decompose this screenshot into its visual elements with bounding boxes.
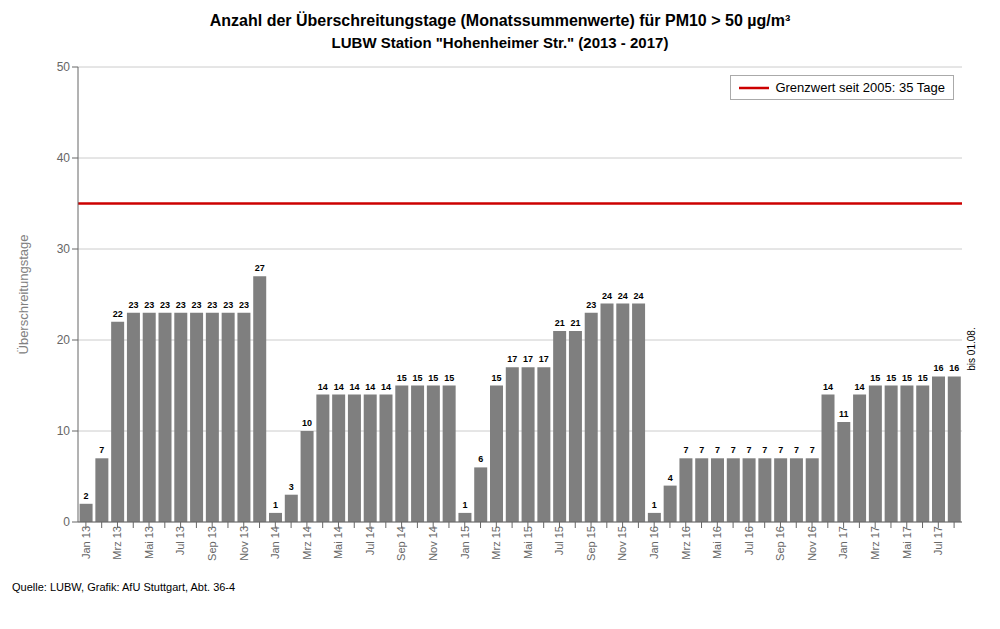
svg-text:24: 24 — [634, 291, 644, 301]
html-text:Grenzwert seit 2005: 35 Tage: Grenzwert seit 2005: 35 Tage — [775, 80, 945, 95]
svg-text:15: 15 — [870, 373, 880, 383]
svg-text:Mrz 13: Mrz 13 — [111, 526, 123, 560]
html-text:Anzahl der Überschreitungstage: Anzahl der Überschreitungstage (Monatssu… — [209, 12, 791, 29]
svg-text:15: 15 — [491, 373, 501, 383]
svg-text:23: 23 — [586, 300, 596, 310]
svg-text:23: 23 — [144, 300, 154, 310]
svg-text:23: 23 — [176, 300, 186, 310]
svg-text:Sep 14: Sep 14 — [395, 526, 407, 561]
svg-text:17: 17 — [539, 354, 549, 364]
svg-text:Mai 15: Mai 15 — [522, 526, 534, 559]
svg-text:23: 23 — [160, 300, 170, 310]
svg-text:15: 15 — [413, 373, 423, 383]
svg-text:30: 30 — [57, 242, 71, 256]
svg-text:24: 24 — [618, 291, 628, 301]
svg-text:22: 22 — [113, 309, 123, 319]
svg-text:Jul 14: Jul 14 — [364, 526, 376, 555]
svg-text:Nov 13: Nov 13 — [238, 526, 250, 561]
svg-text:21: 21 — [555, 318, 565, 328]
svg-text:0: 0 — [63, 515, 70, 529]
svg-text:10: 10 — [57, 424, 71, 438]
svg-text:7: 7 — [762, 445, 767, 455]
svg-text:15: 15 — [444, 373, 454, 383]
svg-text:7: 7 — [747, 445, 752, 455]
html-text:LUBW Station "Hohenheimer Str.: LUBW Station "Hohenheimer Str." (2013 - … — [331, 34, 669, 51]
svg-text:23: 23 — [192, 300, 202, 310]
svg-text:14: 14 — [855, 382, 865, 392]
svg-text:23: 23 — [239, 300, 249, 310]
svg-text:14: 14 — [349, 382, 359, 392]
svg-text:40: 40 — [57, 151, 71, 165]
svg-text:24: 24 — [602, 291, 612, 301]
svg-text:7: 7 — [810, 445, 815, 455]
svg-text:Jul 15: Jul 15 — [553, 526, 565, 555]
svg-text:Jul 13: Jul 13 — [174, 526, 186, 555]
svg-text:Jan 15: Jan 15 — [459, 526, 471, 559]
svg-text:14: 14 — [365, 382, 375, 392]
svg-text:6: 6 — [478, 454, 483, 464]
svg-text:16: 16 — [933, 363, 943, 373]
svg-text:1: 1 — [462, 500, 467, 510]
svg-text:14: 14 — [318, 382, 328, 392]
svg-text:10: 10 — [302, 418, 312, 428]
html-text:Quelle: LUBW, Grafik: AfU Stut: Quelle: LUBW, Grafik: AfU Stuttgart, Abt… — [12, 581, 236, 593]
svg-text:Jan 13: Jan 13 — [80, 526, 92, 559]
svg-text:Sep 15: Sep 15 — [585, 526, 597, 561]
html-text:bis 01.08.: bis 01.08. — [966, 327, 977, 371]
svg-text:7: 7 — [778, 445, 783, 455]
svg-text:7: 7 — [794, 445, 799, 455]
svg-text:Nov 14: Nov 14 — [427, 526, 439, 561]
svg-text:Nov 15: Nov 15 — [616, 526, 628, 561]
svg-text:50: 50 — [57, 60, 71, 74]
svg-text:15: 15 — [886, 373, 896, 383]
svg-text:Sep 16: Sep 16 — [774, 526, 786, 561]
svg-text:15: 15 — [918, 373, 928, 383]
svg-text:Jul 16: Jul 16 — [743, 526, 755, 555]
svg-text:Überschreitungstage: Überschreitungstage — [16, 235, 31, 355]
svg-text:Mai 16: Mai 16 — [711, 526, 723, 559]
svg-text:20: 20 — [57, 333, 71, 347]
svg-text:27: 27 — [255, 263, 265, 273]
svg-text:4: 4 — [668, 473, 673, 483]
svg-text:Mai 13: Mai 13 — [143, 526, 155, 559]
svg-text:Mai 17: Mai 17 — [901, 526, 913, 559]
svg-text:Mrz 17: Mrz 17 — [869, 526, 881, 560]
svg-text:15: 15 — [428, 373, 438, 383]
svg-text:7: 7 — [699, 445, 704, 455]
svg-text:Mrz 14: Mrz 14 — [301, 526, 313, 560]
svg-text:2: 2 — [84, 491, 89, 501]
svg-text:15: 15 — [902, 373, 912, 383]
svg-text:17: 17 — [523, 354, 533, 364]
svg-text:Jan 14: Jan 14 — [269, 526, 281, 559]
svg-text:7: 7 — [99, 445, 104, 455]
svg-text:Jan 17: Jan 17 — [837, 526, 849, 559]
svg-text:Jul 17: Jul 17 — [932, 526, 944, 555]
svg-text:7: 7 — [731, 445, 736, 455]
svg-text:17: 17 — [507, 354, 517, 364]
svg-text:1: 1 — [273, 500, 278, 510]
svg-text:Mrz 15: Mrz 15 — [490, 526, 502, 560]
svg-text:Sep 13: Sep 13 — [206, 526, 218, 561]
svg-text:Jan 16: Jan 16 — [648, 526, 660, 559]
svg-text:1: 1 — [652, 500, 657, 510]
svg-text:Nov 16: Nov 16 — [806, 526, 818, 561]
svg-text:16: 16 — [949, 363, 959, 373]
svg-text:Mrz 16: Mrz 16 — [680, 526, 692, 560]
svg-text:11: 11 — [839, 409, 849, 419]
svg-text:14: 14 — [381, 382, 391, 392]
svg-text:21: 21 — [570, 318, 580, 328]
svg-text:7: 7 — [683, 445, 688, 455]
svg-text:3: 3 — [289, 482, 294, 492]
svg-text:7: 7 — [715, 445, 720, 455]
svg-text:23: 23 — [128, 300, 138, 310]
svg-text:15: 15 — [397, 373, 407, 383]
svg-text:23: 23 — [223, 300, 233, 310]
svg-text:Mai 14: Mai 14 — [332, 526, 344, 559]
svg-text:14: 14 — [334, 382, 344, 392]
svg-text:23: 23 — [207, 300, 217, 310]
svg-text:14: 14 — [823, 382, 833, 392]
